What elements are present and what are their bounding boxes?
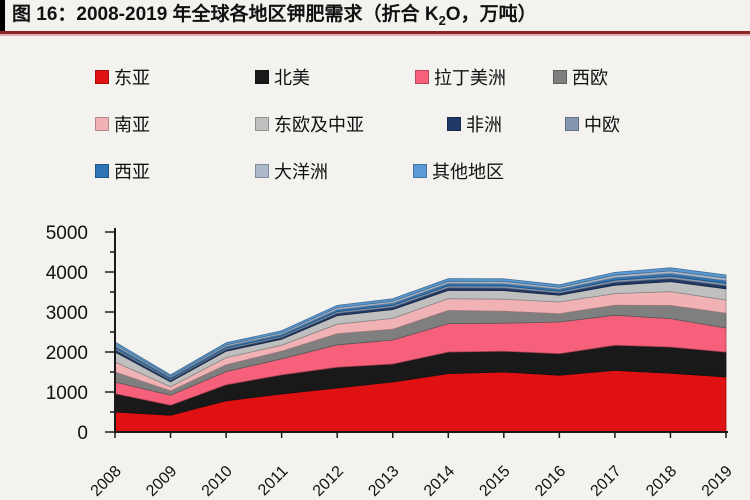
north-america-swatch-icon xyxy=(255,70,269,84)
x-axis-ticks xyxy=(114,432,727,438)
y-tick-label: 5000 xyxy=(46,223,88,244)
title-divider-light xyxy=(0,34,750,36)
south-asia-swatch-icon xyxy=(95,117,109,131)
east-asia-swatch-icon xyxy=(95,70,109,84)
x-tick-label: 2009 xyxy=(143,463,180,500)
legend-label: 非洲 xyxy=(466,115,502,135)
west-asia-swatch-icon xyxy=(95,164,109,178)
y-axis-ticks xyxy=(105,231,115,433)
other-regions-swatch-icon xyxy=(413,164,427,178)
legend-label: 南亚 xyxy=(114,115,150,135)
legend-item-north-america: 北美 xyxy=(255,64,310,90)
legend-label: 大洋洲 xyxy=(274,162,328,182)
legend-label: 拉丁美洲 xyxy=(434,68,506,88)
area-series-group xyxy=(114,267,727,433)
y-tick-label: 0 xyxy=(77,423,88,444)
x-tick-label: 2008 xyxy=(88,463,125,500)
y-tick-label: 4000 xyxy=(46,263,88,284)
x-tick-label: 2010 xyxy=(199,463,236,500)
latin-america-swatch-icon xyxy=(415,70,429,84)
western-europe-swatch-icon xyxy=(553,70,567,84)
legend-label: 中欧 xyxy=(584,115,620,135)
central-europe-swatch-icon xyxy=(565,117,579,131)
legend-label: 西欧 xyxy=(572,68,608,88)
area-series-other-regions xyxy=(114,267,727,377)
legend-item-western-europe: 西欧 xyxy=(553,64,608,90)
africa-swatch-icon xyxy=(447,117,461,131)
axes xyxy=(114,228,728,433)
legend-label: 北美 xyxy=(274,68,310,88)
legend-label: 东欧及中亚 xyxy=(274,115,364,135)
legend-item-africa: 非洲 xyxy=(447,111,502,137)
x-axis-labels: 2008 2009 2010 2011 2012 2013 2014 2015 2016 2017… xyxy=(88,463,736,500)
chart-legend: 东亚 北美 拉丁美洲 西欧南亚 东欧及中亚 非洲 中欧西亚 大洋洲 其他地区 xyxy=(0,0,750,200)
legend-label: 东亚 xyxy=(114,68,150,88)
legend-label: 西亚 xyxy=(114,162,150,182)
y-tick-label: 1000 xyxy=(46,383,88,404)
x-tick-label: 2013 xyxy=(365,463,402,500)
x-tick-label: 2012 xyxy=(310,463,347,500)
y-tick-label: 2000 xyxy=(46,343,88,364)
title-divider-dark xyxy=(0,31,750,34)
figure-title-text: 图 16：2008-2019 年全球各地区钾肥需求（折合 K xyxy=(12,4,439,25)
legend-item-central-europe: 中欧 xyxy=(565,111,620,137)
x-tick-label: 2018 xyxy=(643,463,680,500)
legend-item-eastern-europe-central-asia: 东欧及中亚 xyxy=(255,111,364,137)
x-tick-label: 2017 xyxy=(588,463,625,500)
figure-title-subscript: 2 xyxy=(438,12,446,28)
figure-title: 图 16：2008-2019 年全球各地区钾肥需求（折合 K2O，万吨） xyxy=(0,0,750,30)
oceania-swatch-icon xyxy=(255,164,269,178)
legend-item-west-asia: 西亚 xyxy=(95,158,150,184)
stacked-area-chart: 0 1000 2000 3000 4000 5000 2008 2009 2010 2011 201… xyxy=(46,223,736,500)
x-tick-label: 2014 xyxy=(421,463,458,500)
x-tick-label: 2019 xyxy=(699,463,736,500)
y-axis-labels: 0 1000 2000 3000 4000 5000 xyxy=(46,223,88,444)
legend-item-oceania: 大洋洲 xyxy=(255,158,328,184)
eastern-europe-central-asia-swatch-icon xyxy=(255,117,269,131)
figure-title-suffix: O，万吨） xyxy=(445,4,537,25)
legend-label: 其他地区 xyxy=(432,162,504,182)
legend-item-other-regions: 其他地区 xyxy=(413,158,504,184)
legend-item-latin-america: 拉丁美洲 xyxy=(415,64,506,90)
x-tick-label: 2011 xyxy=(255,463,291,499)
legend-item-east-asia: 东亚 xyxy=(95,64,150,90)
x-tick-label: 2015 xyxy=(476,463,513,500)
title-left-border xyxy=(0,0,5,31)
legend-item-south-asia: 南亚 xyxy=(95,111,150,137)
x-tick-label: 2016 xyxy=(532,463,569,500)
y-tick-label: 3000 xyxy=(46,303,88,324)
